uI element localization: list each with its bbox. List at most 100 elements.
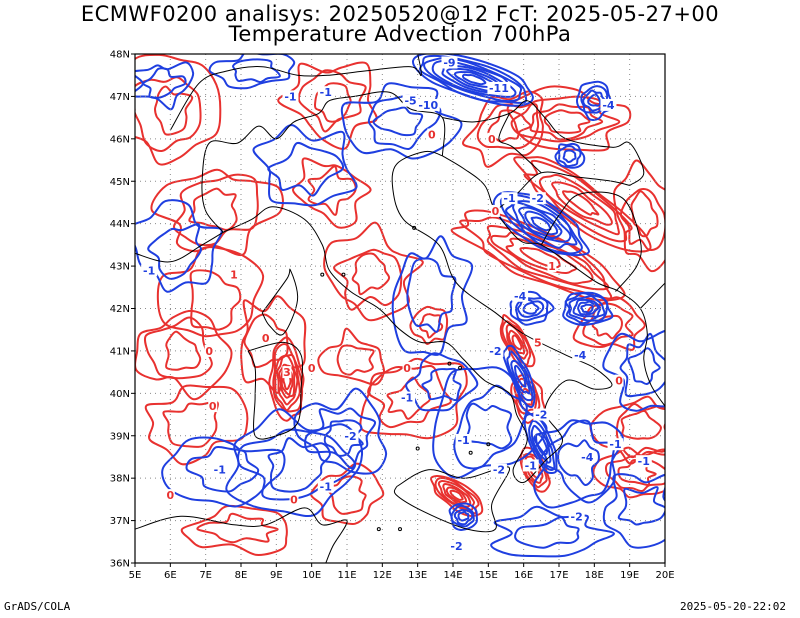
positive-contour [333, 248, 403, 311]
contour-label: 1 [548, 260, 556, 273]
axis-ticks [131, 53, 666, 567]
negative-contour [582, 89, 607, 112]
contour-label: -2 [493, 464, 505, 477]
lon-label: 16E [514, 570, 533, 581]
contour-label-bg [416, 98, 440, 111]
negative-contour [208, 54, 296, 90]
contour-label: -1 [457, 434, 469, 447]
contour-label-bg [490, 463, 507, 476]
negative-contour [453, 384, 528, 470]
contour-label: -4 [574, 349, 587, 362]
negative-contour [492, 191, 590, 257]
positive-contour [462, 90, 544, 168]
contour-label: 5 [534, 336, 542, 349]
positive-contour [310, 462, 385, 526]
positive-contour [156, 246, 265, 338]
contour-label-bg [529, 192, 546, 205]
contour-label: -1 [284, 90, 296, 103]
positive-contour [499, 314, 536, 369]
contour-label-bg [441, 56, 458, 69]
positive-contour [501, 320, 532, 366]
negative-contour [432, 366, 548, 479]
contour-label: 0 [209, 400, 217, 413]
contour-label: -11 [489, 82, 509, 95]
negative-contour [411, 54, 534, 107]
island [376, 527, 381, 532]
negative-contour [602, 473, 665, 549]
negative-contour [465, 402, 513, 450]
contour-label: -4 [514, 290, 527, 303]
contour-label: -1 [320, 86, 332, 99]
contour-label: 0 [403, 362, 411, 375]
contour-label-bg [487, 132, 497, 145]
lat-label: 42N [110, 304, 130, 315]
negative-contour [293, 387, 388, 475]
lon-label: 8E [235, 570, 248, 581]
negative-contour [572, 298, 602, 318]
contour-label-bg [568, 510, 585, 523]
negative-contour [135, 61, 195, 111]
island [398, 527, 402, 532]
contour-label-bg [522, 459, 539, 472]
contour-label-bg [402, 361, 412, 374]
coastline [393, 466, 511, 533]
footer-credit: GrADS/COLA [4, 600, 71, 613]
lon-label: 5E [129, 570, 142, 581]
positive-contour [620, 409, 662, 440]
negative-contour [557, 439, 600, 486]
negative-contour [453, 508, 474, 526]
contour-label-bg [229, 268, 239, 281]
positive-contour [543, 109, 591, 134]
lon-label: 10E [302, 570, 321, 581]
positive-contour [278, 363, 296, 399]
lon-label: 9E [270, 570, 283, 581]
contour-label-bg [399, 391, 416, 404]
island [486, 442, 491, 447]
contour-label: -2 [344, 430, 356, 443]
positive-contour [323, 221, 424, 322]
contour-label-bg [342, 429, 359, 442]
negative-contour [267, 141, 345, 197]
positive-contour [386, 376, 432, 420]
negative-contour [619, 332, 665, 398]
lat-label: 44N [110, 219, 130, 230]
negative-contour [391, 235, 474, 356]
contour-label: -2 [532, 192, 544, 205]
contour-label-bg [165, 489, 175, 502]
negative-contour [450, 504, 475, 528]
negative-contour [457, 510, 470, 522]
contour-label: 0 [488, 133, 496, 146]
positive-contour [490, 231, 594, 285]
contour-label: 3 [283, 366, 291, 379]
contour-label-bg [635, 455, 652, 468]
lat-label: 43N [110, 262, 130, 273]
contour-label: -4 [581, 451, 594, 464]
negative-contour [554, 142, 586, 169]
contour-label-bg [614, 374, 624, 387]
contour-label: -1 [525, 459, 537, 472]
coastline [442, 100, 645, 186]
contour-label: -2 [535, 409, 547, 422]
lat-label: 45N [110, 177, 130, 188]
lat-label: 37N [110, 516, 130, 527]
lat-label: 46N [110, 134, 130, 145]
negative-contour [516, 298, 545, 318]
positive-contour [409, 305, 449, 345]
negative-contour [533, 419, 624, 509]
coastline [135, 231, 224, 263]
negative-contour [602, 329, 665, 412]
contour-label: 1 [230, 269, 238, 282]
island [447, 361, 452, 366]
contour-label-bg [282, 90, 299, 103]
negative-contour [530, 216, 552, 232]
lat-label: 39N [110, 431, 130, 442]
positive-contour [277, 61, 378, 150]
positive-contour [523, 159, 633, 243]
negative-contour [405, 352, 479, 412]
lat-label: 41N [110, 346, 130, 357]
positive-contour [551, 181, 613, 226]
positive-contour [144, 384, 249, 466]
positive-contour [538, 173, 620, 236]
negative-contour [461, 73, 487, 86]
negative-contour [522, 301, 540, 315]
